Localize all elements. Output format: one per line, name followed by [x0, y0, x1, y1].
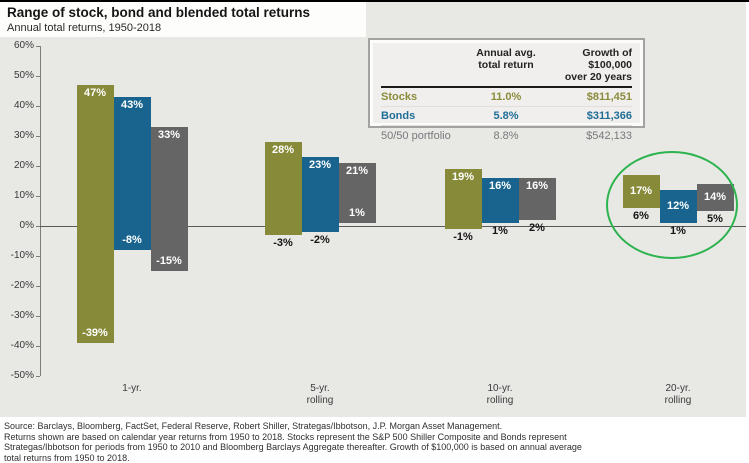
bar-min-label: -8% — [122, 234, 142, 246]
y-axis-tick — [36, 46, 40, 47]
highlight-ellipse-20yr — [606, 151, 738, 259]
y-axis-tick-label: 0% — [19, 220, 34, 231]
y-axis-tick-label: -10% — [10, 250, 34, 261]
y-axis-tick — [36, 256, 40, 257]
returns-table-header: Annual avg. total return Growth of $100,… — [381, 47, 632, 88]
table-header-blank — [381, 47, 463, 83]
footnote: Source: Barclays, Bloomberg, FactSet, Fe… — [0, 417, 749, 463]
y-axis-tick — [36, 376, 40, 377]
page-title: Range of stock, bond and blended total r… — [7, 5, 311, 20]
y-axis-tick-label: 40% — [13, 100, 34, 111]
y-axis-tick-label: -40% — [10, 340, 34, 351]
table-row-bonds: Bonds 5.8% $311,366 — [381, 107, 632, 126]
bar-max-label: 21% — [345, 165, 369, 177]
footnote-line: Source: Barclays, Bloomberg, FactSet, Fe… — [4, 421, 503, 431]
bar-max-label: 28% — [271, 144, 295, 156]
zero-baseline — [40, 226, 746, 227]
y-axis-tick-label: 60% — [13, 40, 34, 51]
y-axis-tick-label: 50% — [13, 70, 34, 81]
bar-min-label: -3% — [273, 237, 293, 249]
table-row-50-50-portfolio: 50/50 portfolio 8.8% $542,133 — [381, 129, 632, 142]
x-axis-label-1-yr-: 1-yr. — [122, 383, 142, 394]
bar-min-label: -39% — [82, 327, 108, 339]
bar-max-label: 16% — [488, 180, 512, 192]
bar-max-label: 19% — [451, 171, 475, 183]
x-axis-label-5-yr-: 5-yr. rolling — [260, 383, 380, 407]
y-axis-tick-label: 10% — [13, 190, 34, 201]
bar-max-label: 33% — [157, 129, 181, 141]
y-axis-tick — [36, 346, 40, 347]
y-axis-line — [40, 46, 41, 376]
bar-min-label: 1% — [492, 225, 508, 237]
footnote-line: Returns shown are based on calendar year… — [4, 431, 567, 442]
bar-50-50-portfolio-5-yr- — [338, 163, 376, 223]
bar-bonds-5-yr- — [301, 157, 339, 232]
bar-stocks-10-yr- — [444, 169, 482, 229]
top-divider — [0, 0, 749, 2]
y-axis-tick — [36, 196, 40, 197]
x-axis-label-line2: rolling — [664, 395, 692, 406]
table-row-stocks: Stocks 11.0% $811,451 — [381, 88, 632, 107]
y-axis-tick-label: -20% — [10, 280, 34, 291]
x-axis-label-20-yr-: 20-yr. rolling — [618, 383, 738, 407]
title-background — [0, 2, 366, 37]
bar-50-50-portfolio-10-yr- — [518, 178, 556, 220]
y-axis-tick-label: -30% — [10, 310, 34, 321]
bar-min-label: -15% — [156, 255, 182, 267]
bar-min-label: -1% — [453, 231, 473, 243]
bar-min-label: 1% — [349, 207, 365, 219]
bar-bonds-1-yr- — [113, 97, 151, 250]
bar-min-label: 2% — [529, 222, 545, 234]
bar-max-label: 43% — [120, 99, 144, 111]
bar-stocks-5-yr- — [264, 142, 302, 235]
bar-max-label: 47% — [83, 87, 107, 99]
y-axis-tick — [36, 226, 40, 227]
table-header-growth: Growth of $100,000 over 20 years — [564, 47, 632, 83]
x-axis-label-line2: rolling — [486, 395, 514, 406]
bar-max-label: 16% — [525, 180, 549, 192]
y-axis-tick — [36, 136, 40, 137]
y-axis-tick-label: -50% — [10, 370, 34, 381]
bar-bonds-10-yr- — [481, 178, 519, 223]
footnote-line: total returns from 1950 to 2018. — [4, 452, 130, 463]
table-header-annual-avg: Annual avg. total return — [476, 47, 536, 71]
y-axis-tick — [36, 316, 40, 317]
y-axis-tick-label: 30% — [13, 130, 34, 141]
y-axis-tick — [36, 106, 40, 107]
bar-min-label: -2% — [310, 234, 330, 246]
bar-50-50-portfolio-1-yr- — [150, 127, 188, 271]
y-axis-tick-label: 20% — [13, 160, 34, 171]
returns-table: Annual avg. total return Growth of $100,… — [368, 38, 645, 142]
y-axis-tick — [36, 76, 40, 77]
y-axis-tick — [36, 286, 40, 287]
chart-subtitle: Annual total returns, 1950-2018 — [7, 22, 162, 34]
bar-stocks-1-yr- — [76, 85, 114, 343]
footnote-line: Strategas/Ibbotson for periods from 1950… — [4, 442, 582, 452]
x-axis-label-line2: rolling — [306, 395, 334, 406]
bar-max-label: 23% — [308, 159, 332, 171]
y-axis-tick — [36, 166, 40, 167]
x-axis-label-10-yr-: 10-yr. rolling — [440, 383, 560, 407]
